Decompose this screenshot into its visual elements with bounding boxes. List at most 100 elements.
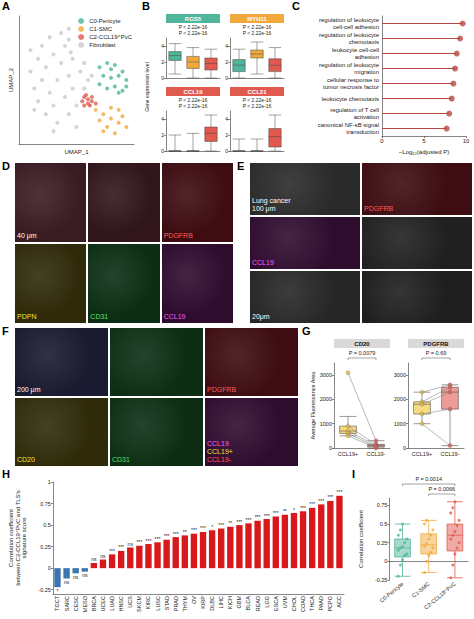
svg-text:UCS: UCS [127, 596, 133, 608]
svg-text:0: 0 [225, 75, 228, 81]
svg-text:CCL19-: CCL19- [441, 451, 460, 457]
svg-text:OV: OV [191, 596, 197, 604]
svg-text:***: *** [255, 514, 261, 520]
svg-text:4: 4 [225, 116, 228, 122]
svg-text:LUAD: LUAD [109, 596, 115, 611]
svg-text:cell-cell adhesion: cell-cell adhesion [333, 24, 379, 30]
svg-text:C0-Pericyte: C0-Pericyte [379, 581, 405, 604]
svg-text:2: 2 [225, 132, 228, 138]
svg-text:chemotaxis: chemotaxis [349, 39, 379, 45]
svg-text:**: ** [283, 508, 287, 514]
svg-text:***: *** [118, 544, 124, 550]
svg-text:HNSC: HNSC [118, 596, 124, 612]
svg-text:2000: 2000 [320, 396, 332, 402]
svg-text:0.5: 0.5 [43, 522, 51, 528]
svg-text:RGS5: RGS5 [185, 16, 202, 22]
svg-text:0.25: 0.25 [40, 544, 51, 550]
svg-text:2: 2 [161, 132, 164, 138]
svg-text:3000: 3000 [320, 372, 332, 378]
svg-text:4: 4 [225, 43, 228, 49]
svg-text:***: *** [337, 489, 343, 495]
svg-text:-0.25: -0.25 [38, 587, 51, 593]
svg-text:UVM: UVM [282, 596, 288, 609]
svg-text:***: *** [309, 501, 315, 507]
svg-text:SARC: SARC [64, 596, 70, 611]
svg-text:4: 4 [161, 116, 164, 122]
svg-text:***: *** [146, 538, 152, 544]
svg-text:P = 0.0079: P = 0.0079 [349, 350, 376, 356]
svg-text:PCPG: PCPG [327, 596, 333, 612]
svg-text:0.75: 0.75 [40, 501, 51, 507]
svg-text:0: 0 [48, 565, 51, 571]
svg-text:THCA: THCA [309, 596, 315, 611]
svg-text:***: *** [236, 519, 242, 525]
svg-text:C0-Pericyte: C0-Pericyte [89, 18, 121, 24]
svg-text:leukocyte cell-cell: leukocyte cell-cell [332, 47, 379, 53]
svg-text:PAAD: PAAD [318, 596, 324, 611]
svg-text:STAD: STAD [164, 596, 170, 610]
svg-text:0.25: 0.25 [377, 540, 388, 546]
svg-text:0: 0 [161, 148, 164, 154]
svg-text:migration: migration [354, 69, 379, 75]
svg-text:0: 0 [403, 445, 406, 451]
svg-text:canonical NF-κB signal: canonical NF-κB signal [318, 122, 379, 128]
svg-text:leukocyte chemotaxis: leukocyte chemotaxis [322, 96, 379, 102]
svg-text:***: *** [273, 510, 279, 516]
svg-text:READ: READ [255, 596, 261, 611]
svg-text:THYM: THYM [182, 596, 188, 612]
svg-text:C2-CCL19⁺PvC: C2-CCL19⁺PvC [423, 581, 457, 611]
svg-text:CCL19-: CCL19- [367, 451, 386, 457]
svg-text:**: ** [228, 520, 232, 526]
svg-text:***: *** [327, 494, 333, 500]
svg-text:ACC: ACC [336, 596, 342, 608]
svg-text:KICH: KICH [227, 596, 233, 609]
svg-text:ns: ns [100, 553, 106, 559]
svg-text:C2-CCL19⁺PvC: C2-CCL19⁺PvC [89, 34, 133, 40]
svg-text:P = 0.0066: P = 0.0066 [428, 486, 455, 492]
svg-text:***: *** [246, 517, 252, 523]
svg-text:KIRP: KIRP [200, 596, 206, 609]
svg-text:2: 2 [161, 59, 164, 65]
svg-text:0: 0 [329, 445, 332, 451]
svg-text:UMAP_1: UMAP_1 [64, 149, 89, 155]
svg-text:ns: ns [82, 572, 88, 578]
svg-text:CCL19+: CCL19+ [338, 451, 358, 457]
svg-text:P = 0.0014: P = 0.0014 [415, 476, 442, 482]
svg-text:ns: ns [91, 556, 97, 562]
svg-text:ns: ns [73, 574, 79, 580]
svg-text:CCL19+: CCL19+ [412, 451, 432, 457]
svg-text:10: 10 [463, 138, 470, 144]
svg-text:***: *** [264, 513, 270, 519]
svg-text:*: * [293, 507, 295, 513]
svg-text:signature score: signature score [21, 517, 27, 559]
svg-text:Average Fluorescence Area: Average Fluorescence Area [310, 371, 316, 440]
svg-text:*: * [57, 588, 59, 594]
svg-text:C1-SMC: C1-SMC [411, 581, 431, 599]
svg-text:2000: 2000 [394, 396, 406, 402]
svg-text:**: ** [183, 529, 187, 535]
svg-text:regulation of leukocyte: regulation of leukocyte [319, 17, 380, 23]
svg-text:DLBC: DLBC [209, 596, 215, 611]
svg-text:BLCA: BLCA [245, 596, 251, 611]
svg-text:***: *** [173, 531, 179, 537]
svg-text:−Log₁₀(adjusted P): −Log₁₀(adjusted P) [399, 149, 449, 155]
svg-text:*: * [211, 524, 213, 530]
svg-text:CCL21: CCL21 [247, 89, 267, 95]
svg-text:***: *** [136, 539, 142, 545]
svg-text:LUSC: LUSC [155, 596, 161, 611]
svg-text:***: *** [318, 498, 324, 504]
svg-text:0: 0 [161, 75, 164, 81]
svg-text:activation: activation [354, 114, 379, 120]
svg-text:LIHC: LIHC [218, 596, 224, 609]
svg-text:***: *** [164, 533, 170, 539]
svg-text:CCL19: CCL19 [183, 89, 203, 95]
svg-text:0.75: 0.75 [377, 502, 388, 508]
svg-text:PDGFRB: PDGFRB [423, 341, 449, 347]
svg-text:1000: 1000 [320, 421, 332, 427]
svg-text:***: *** [200, 525, 206, 531]
svg-text:regulation of T cell: regulation of T cell [330, 107, 379, 113]
svg-text:ns: ns [64, 579, 70, 585]
svg-text:MYH11: MYH11 [247, 16, 267, 22]
svg-text:4: 4 [161, 43, 164, 49]
svg-text:regulation of leukocyte: regulation of leukocyte [319, 32, 380, 38]
